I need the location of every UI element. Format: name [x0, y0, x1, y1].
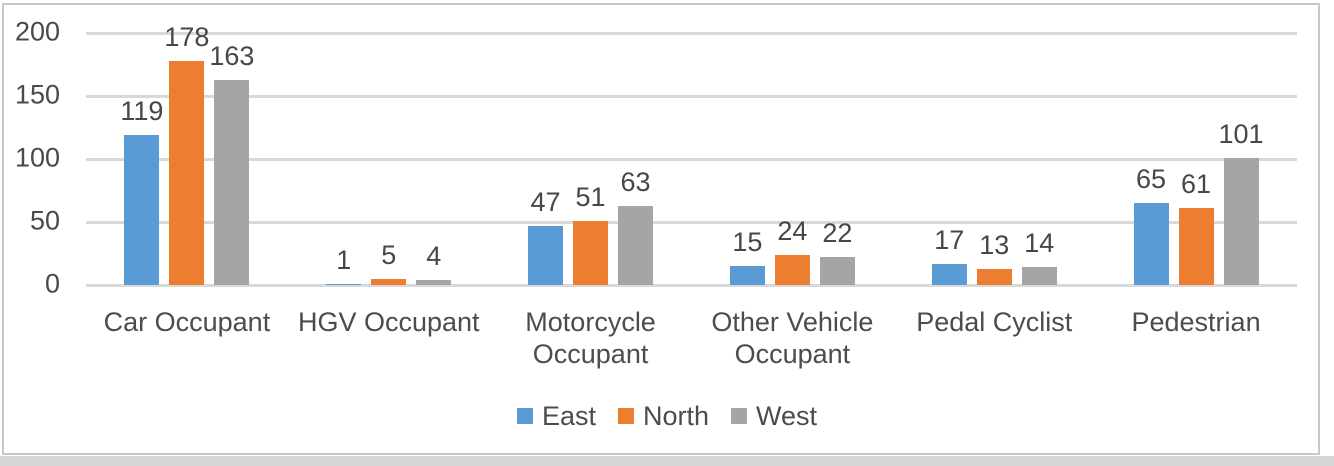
gridline-100: [86, 157, 1297, 161]
category-label-pedal-cyclist: Pedal Cyclist: [893, 306, 1095, 370]
category-label-pedestrian: Pedestrian: [1095, 306, 1297, 370]
bar-value-label-east-motorcycle-occupant: 47: [530, 186, 561, 217]
category-label-hgv-occupant: HGV Occupant: [288, 306, 490, 370]
bar-group-pedestrian: 65 61 101: [1095, 33, 1297, 285]
bar-north-hgv-occupant: 5: [371, 241, 407, 285]
bar-value-label-north-pedal-cyclist: 13: [979, 229, 1010, 260]
y-axis-tick-label-200: 200: [14, 16, 60, 47]
category-label-text: HGV Occupant: [297, 307, 480, 337]
legend-item-north: North: [617, 400, 710, 432]
bar-group-pedal-cyclist: 17 13 14: [893, 33, 1095, 285]
bar-north-pedal-cyclist: 13: [976, 231, 1012, 285]
legend-label-east: East: [541, 401, 596, 431]
bar-north-car-occupant: 178: [164, 23, 209, 285]
category-label-motorcycle-occupant: Motorcycle Occupant: [490, 306, 692, 370]
gridline-200: [86, 31, 1297, 35]
window-edge-strip: [0, 456, 1334, 466]
bar-group-car-occupant: 119 178 163: [86, 23, 288, 285]
bar-west-pedal-cyclist: 14: [1021, 230, 1057, 285]
bar-value-label-west-motorcycle-occupant: 63: [620, 166, 651, 197]
y-axis-tick-label-100: 100: [14, 142, 60, 173]
bar-value-label-east-hgv-occupant: 1: [336, 244, 352, 275]
bar-value-label-west-car-occupant: 163: [209, 40, 255, 71]
bar-value-label-west-hgv-occupant: 4: [426, 240, 442, 271]
bar-north-motorcycle-occupant: 51: [573, 183, 609, 285]
bar-value-label-east-other-vehicle-occupant: 15: [732, 227, 763, 258]
plot-area: 119 178 163 1 5 4 47 51 63 15 24 22 17 13 14 65 61 101: [86, 23, 1297, 287]
category-label-text: Motorcycle Occupant: [525, 307, 656, 369]
bar-east-other-vehicle-occupant: 15: [729, 229, 765, 285]
bar-value-label-north-other-vehicle-occupant: 24: [777, 215, 808, 246]
bar-west-other-vehicle-occupant: 22: [819, 220, 855, 285]
bar-value-label-west-pedestrian: 101: [1218, 118, 1264, 149]
y-axis-tick-label-0: 0: [44, 268, 60, 299]
y-axis: 0 50 100 150 200: [0, 18, 60, 297]
legend-swatch-east: [516, 408, 533, 424]
bar-west-car-occupant: 163: [209, 42, 254, 285]
y-axis-tick-label-150: 150: [14, 79, 60, 110]
bar-value-label-west-other-vehicle-occupant: 22: [822, 218, 853, 249]
legend-item-east: East: [516, 400, 596, 432]
category-label-other-vehicle-occupant: Other Vehicle Occupant: [691, 306, 893, 370]
legend: East North West: [0, 399, 1334, 433]
category-label-text: Other Vehicle Occupant: [711, 307, 874, 369]
gridline-0: [86, 283, 1297, 287]
bar-value-label-north-car-occupant: 178: [164, 21, 210, 52]
category-label-text: Car Occupant: [103, 307, 271, 337]
x-axis-category-labels: Car Occupant HGV Occupant Motorcycle Occup…: [86, 306, 1297, 370]
bar-value-label-north-hgv-occupant: 5: [381, 239, 397, 270]
bar-east-car-occupant: 119: [120, 98, 163, 285]
bar-east-motorcycle-occupant: 47: [528, 188, 564, 285]
category-label-text: Pedal Cyclist: [916, 307, 1073, 337]
bar-value-label-north-motorcycle-occupant: 51: [575, 181, 606, 212]
bar-group-motorcycle-occupant: 47 51 63: [490, 33, 692, 285]
bar-value-label-east-pedestrian: 65: [1136, 164, 1167, 195]
bar-value-label-east-car-occupant: 119: [120, 96, 164, 127]
bar-west-motorcycle-occupant: 63: [618, 168, 654, 285]
gridline-50: [86, 220, 1297, 224]
category-label-car-occupant: Car Occupant: [86, 306, 288, 370]
category-label-text: Pedestrian: [1131, 307, 1261, 337]
bar-north-pedestrian: 61: [1178, 171, 1214, 285]
bar-west-pedestrian: 101: [1219, 120, 1264, 285]
bar-east-pedestrian: 65: [1133, 166, 1169, 285]
bar-groups: 119 178 163 1 5 4 47 51 63 15 24 22 17 13 14 65 61 101: [86, 23, 1297, 285]
legend-label-north: North: [642, 401, 710, 431]
legend-swatch-north: [617, 408, 634, 424]
bar-value-label-north-pedestrian: 61: [1181, 169, 1212, 200]
bar-value-label-west-pedal-cyclist: 14: [1024, 228, 1055, 259]
legend-label-west: West: [756, 401, 818, 431]
y-axis-tick-label-50: 50: [29, 205, 60, 236]
bar-group-other-vehicle-occupant: 15 24 22: [691, 33, 893, 285]
legend-item-west: West: [731, 400, 817, 432]
bar-east-hgv-occupant: 1: [326, 246, 362, 285]
gridline-150: [86, 94, 1297, 98]
legend-swatch-west: [731, 408, 748, 424]
bar-east-pedal-cyclist: 17: [931, 226, 967, 285]
bar-west-hgv-occupant: 4: [416, 242, 452, 285]
bar-value-label-east-pedal-cyclist: 17: [934, 224, 965, 255]
bar-north-other-vehicle-occupant: 24: [774, 217, 810, 285]
